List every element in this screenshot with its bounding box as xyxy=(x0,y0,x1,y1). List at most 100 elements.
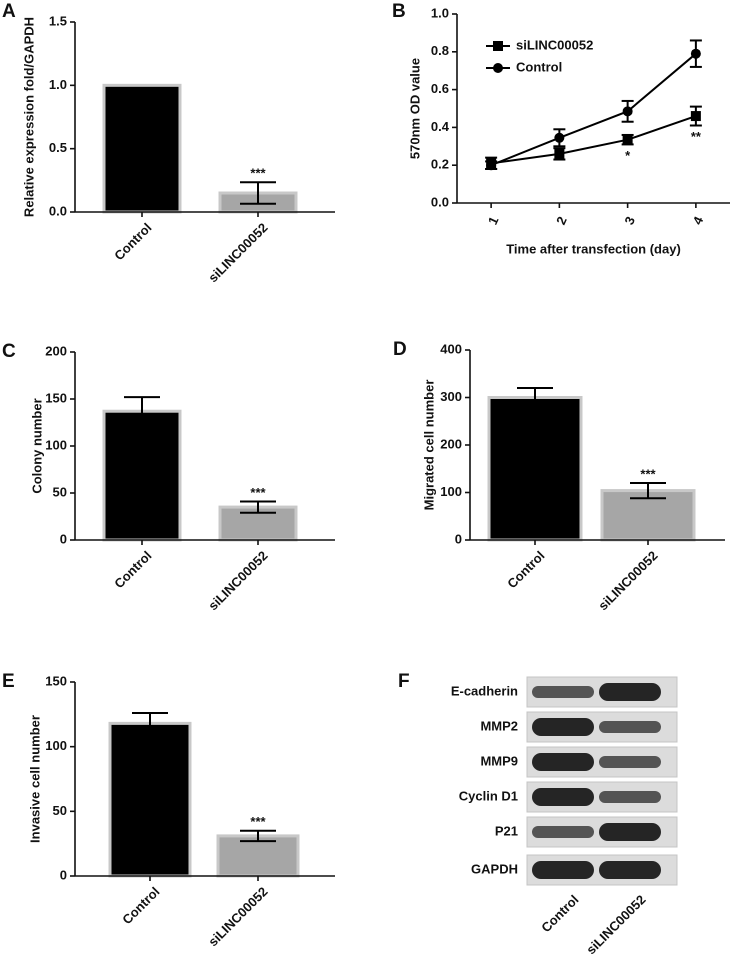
error-bar xyxy=(240,500,276,514)
y-axis-label: Invasive cell number xyxy=(27,715,42,843)
legend-label: Control xyxy=(516,59,562,74)
series-line xyxy=(490,115,697,165)
legend-marker xyxy=(493,63,503,73)
y-tick-label: 150 xyxy=(45,673,67,688)
bar xyxy=(108,721,192,878)
y-tick-label: 200 xyxy=(440,436,462,451)
panel-label: E xyxy=(2,671,15,692)
y-tick-label: 0.0 xyxy=(431,194,449,209)
y-tick-label: 0.4 xyxy=(431,119,450,134)
significance: ** xyxy=(691,129,702,144)
y-tick-label: 1.5 xyxy=(49,13,67,28)
x-tick-label: Control xyxy=(111,220,154,263)
band xyxy=(532,718,594,736)
x-tick-label: 4 xyxy=(690,213,707,227)
marker xyxy=(622,106,633,117)
panel-label: D xyxy=(393,339,407,360)
bar xyxy=(487,396,583,542)
y-tick-label: 300 xyxy=(440,389,462,404)
band xyxy=(599,861,661,879)
significance: *** xyxy=(250,814,266,829)
x-tick-label: 3 xyxy=(621,214,638,227)
band xyxy=(599,791,661,803)
bar xyxy=(102,83,182,214)
error-bar xyxy=(630,482,666,500)
marker xyxy=(690,48,701,59)
bar xyxy=(216,834,300,878)
y-tick-label: 1.0 xyxy=(49,77,67,92)
error-bar xyxy=(132,712,168,735)
x-tick-label: 2 xyxy=(553,214,570,227)
panel-label: B xyxy=(392,1,406,22)
band xyxy=(532,861,594,879)
row-label: MMP2 xyxy=(480,718,518,733)
x-tick-label: siLINC00052 xyxy=(595,548,660,613)
y-tick-label: 100 xyxy=(440,484,462,499)
band xyxy=(532,826,594,838)
lane-label: Control xyxy=(538,892,581,935)
panel-label: C xyxy=(2,341,16,362)
y-tick-label: 0.5 xyxy=(49,140,67,155)
row-label: Cyclin D1 xyxy=(459,788,518,803)
x-axis-label: Time after transfection (day) xyxy=(506,241,681,256)
significance: * xyxy=(625,148,631,163)
y-tick-label: 50 xyxy=(53,803,67,818)
y-axis-label: Migrated cell number xyxy=(421,380,436,511)
series-line xyxy=(490,52,697,167)
lane-label: siLINC00052 xyxy=(583,892,648,957)
x-tick-label: Control xyxy=(504,548,547,591)
band xyxy=(599,683,661,701)
y-tick-label: 150 xyxy=(45,390,67,405)
row-label: GAPDH xyxy=(471,861,518,876)
marker xyxy=(622,134,633,145)
panel-label: F xyxy=(398,671,410,692)
marker xyxy=(486,160,497,171)
marker xyxy=(554,148,565,159)
y-axis-label: 570nm OD value xyxy=(407,58,422,159)
band xyxy=(599,823,661,841)
y-axis-label: Colony number xyxy=(29,398,44,493)
y-tick-label: 0.0 xyxy=(49,203,67,218)
row-label: E-cadherin xyxy=(451,683,518,698)
x-tick-label: Control xyxy=(111,548,154,591)
y-tick-label: 50 xyxy=(53,484,67,499)
error-bar xyxy=(240,829,276,843)
significance: *** xyxy=(640,466,656,481)
legend-marker xyxy=(493,41,503,51)
row-label: P21 xyxy=(495,823,518,838)
x-tick-label: siLINC00052 xyxy=(205,220,270,285)
y-tick-label: 0 xyxy=(60,531,67,546)
significance: *** xyxy=(250,166,266,181)
y-axis-label: Relative expression fold/GAPDH xyxy=(21,17,36,217)
y-tick-label: 0 xyxy=(60,867,67,882)
y-tick-label: 400 xyxy=(440,341,462,356)
y-tick-label: 100 xyxy=(45,738,67,753)
panel-label: A xyxy=(2,1,16,22)
x-tick-label: siLINC00052 xyxy=(205,548,270,613)
y-tick-label: 1.0 xyxy=(431,5,449,20)
marker xyxy=(554,132,565,143)
y-tick-label: 0.2 xyxy=(431,157,449,172)
x-tick-label: 1 xyxy=(485,214,502,227)
bar xyxy=(102,409,182,542)
significance: *** xyxy=(250,485,266,500)
marker xyxy=(690,111,701,122)
legend-label: siLINC00052 xyxy=(516,37,593,52)
band xyxy=(532,686,594,698)
error-bar xyxy=(240,181,276,205)
band xyxy=(599,721,661,733)
y-tick-label: 0 xyxy=(455,531,462,546)
error-bar xyxy=(124,396,160,427)
band xyxy=(532,753,594,771)
y-tick-label: 200 xyxy=(45,343,67,358)
y-tick-label: 0.8 xyxy=(431,43,449,58)
row-label: MMP9 xyxy=(480,753,518,768)
x-tick-label: Control xyxy=(119,884,162,927)
error-bar xyxy=(517,387,553,408)
y-tick-label: 0.6 xyxy=(431,81,449,96)
x-tick-label: siLINC00052 xyxy=(205,884,270,949)
band xyxy=(532,788,594,806)
y-tick-label: 100 xyxy=(45,437,67,452)
band xyxy=(599,756,661,768)
